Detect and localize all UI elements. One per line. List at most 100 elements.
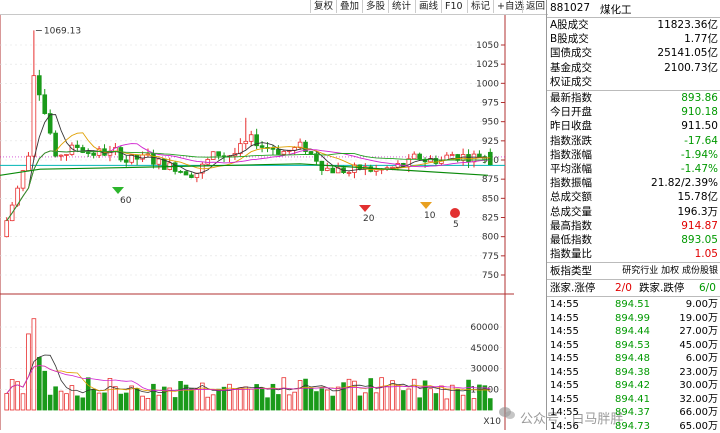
tick-volume: 30.00万 <box>679 380 718 392</box>
candle-body <box>303 141 308 152</box>
stat-value: 11823.36亿 <box>657 19 718 31</box>
high-price-label: 1069.13 <box>44 26 81 36</box>
toolbar-button-6[interactable]: 标记 <box>467 0 493 13</box>
volume-bar <box>259 387 265 411</box>
volume-bar <box>303 378 308 411</box>
volume-bar <box>433 393 439 411</box>
volume-bar <box>248 388 254 411</box>
stat-label: 最高指数 <box>550 219 592 232</box>
stat-value: 25141.05亿 <box>657 47 718 60</box>
volume-bar <box>69 385 75 411</box>
price-axis-label: 850 <box>482 194 499 204</box>
volume-axis-label: 30000 <box>470 365 499 375</box>
volume-bar <box>210 394 216 411</box>
stat-value: -17.64 <box>684 134 718 147</box>
volume-bar <box>292 391 297 411</box>
volume-bar <box>58 390 64 411</box>
stat-value: 911.50 <box>681 120 718 133</box>
wechat-icon <box>499 407 515 419</box>
stat-label: 权证成交 <box>550 75 592 88</box>
volume-bar <box>129 385 134 411</box>
toolbar-button-1[interactable]: 叠加 <box>336 0 362 13</box>
tick-row: 14:55 894.53 45.00万 <box>547 339 720 352</box>
candle-body <box>4 220 10 238</box>
candle-body <box>352 164 357 173</box>
toolbar-button-8[interactable]: 返回 <box>522 0 548 13</box>
tick-row: 14:56 894.73 65.00万 <box>547 420 720 433</box>
candle-body <box>210 151 216 160</box>
volume-bar <box>216 388 221 411</box>
stat-row: 指数振幅 21.82/2.39% <box>547 176 720 190</box>
toolbar-button-5[interactable]: F10 <box>441 0 466 13</box>
candle-body <box>455 154 460 161</box>
stat-value: 196.3万 <box>677 205 718 218</box>
volume-bar <box>85 377 91 411</box>
kline-svg[interactable]: 1050102510009759509259008758508258007757… <box>0 15 514 430</box>
volume-bar <box>123 392 129 411</box>
price-axis-label: 1000 <box>476 79 499 89</box>
tick-time: 14:55 <box>550 407 579 419</box>
candle-body <box>91 152 96 156</box>
stat-value: 893.05 <box>681 234 718 246</box>
volume-bar <box>9 379 15 411</box>
tick-row: 14:55 894.44 27.00万 <box>547 325 720 338</box>
toolbar-button-4[interactable]: 画线 <box>415 0 441 13</box>
price-axis-label: 1025 <box>476 60 499 70</box>
price-axis-label: 975 <box>482 99 499 109</box>
stat-row: 总成交量 196.3万 <box>547 205 720 219</box>
volume-bar <box>357 395 363 411</box>
stat-value: 893.86 <box>681 92 718 104</box>
volume-bar <box>178 381 183 411</box>
candle-body <box>156 158 162 165</box>
volume-bar <box>140 395 145 411</box>
tick-price: 894.44 <box>615 326 650 338</box>
stat-row: 指数涨幅 -1.94% <box>547 148 720 162</box>
volume-bar <box>167 387 173 411</box>
tick-time: 14:56 <box>550 420 579 432</box>
divider <box>547 90 720 91</box>
volume-bar <box>172 397 178 411</box>
ma-marker-label: 10 <box>424 211 436 221</box>
candle-body <box>189 174 194 178</box>
tick-time: 14:55 <box>550 299 579 311</box>
toolbar-button-3[interactable]: 统计 <box>388 0 414 13</box>
volume-bar <box>270 383 276 411</box>
toolbar-button-2[interactable]: 多股 <box>362 0 388 13</box>
candle-body <box>178 171 183 173</box>
stat-label: A股成交 <box>550 19 589 31</box>
volume-bar <box>96 392 102 411</box>
volume-bar <box>319 388 325 411</box>
stat-label: 最新指数 <box>550 92 592 104</box>
volume-ma-line-5 <box>6 354 491 394</box>
volume-bar <box>91 388 96 411</box>
volume-bar <box>118 393 124 411</box>
volume-bar <box>161 386 167 411</box>
toolbar-button-0[interactable]: 复权 <box>310 0 336 13</box>
candle-body <box>319 160 325 171</box>
type-value[interactable]: 研究行业 加权 成份股银 <box>622 266 718 277</box>
volume-bar <box>428 388 433 411</box>
candle-body <box>75 144 80 148</box>
volume-bar <box>227 383 232 411</box>
toolbar-button-7[interactable]: +自选 <box>493 0 527 13</box>
price-axis-label: 925 <box>482 137 499 147</box>
stat-row: 指数量比 1.05 <box>547 247 720 261</box>
volume-bar <box>308 387 314 411</box>
tick-time: 14:55 <box>550 339 579 351</box>
volume-bar <box>4 393 10 411</box>
price-axis-label: 750 <box>482 271 499 281</box>
candle-body <box>276 148 281 155</box>
updown-row: 涨家.涨停 2/0 跌家.跌停 6/0 <box>547 281 720 295</box>
stat-label: 昨日收盘 <box>550 120 592 133</box>
volume-bar <box>75 395 80 411</box>
volume-bar <box>368 378 374 411</box>
index-code: 881027 <box>550 2 591 14</box>
volume-bar <box>15 381 20 411</box>
tick-price: 894.51 <box>615 299 650 311</box>
candle-body <box>417 153 422 160</box>
stat-value: 21.82/2.39% <box>651 177 718 190</box>
volume-bar <box>314 391 319 411</box>
candle-body <box>254 134 259 147</box>
kline-chart[interactable]: 1050102510009759509259008758508258007757… <box>0 15 514 430</box>
candle-body <box>433 158 439 164</box>
